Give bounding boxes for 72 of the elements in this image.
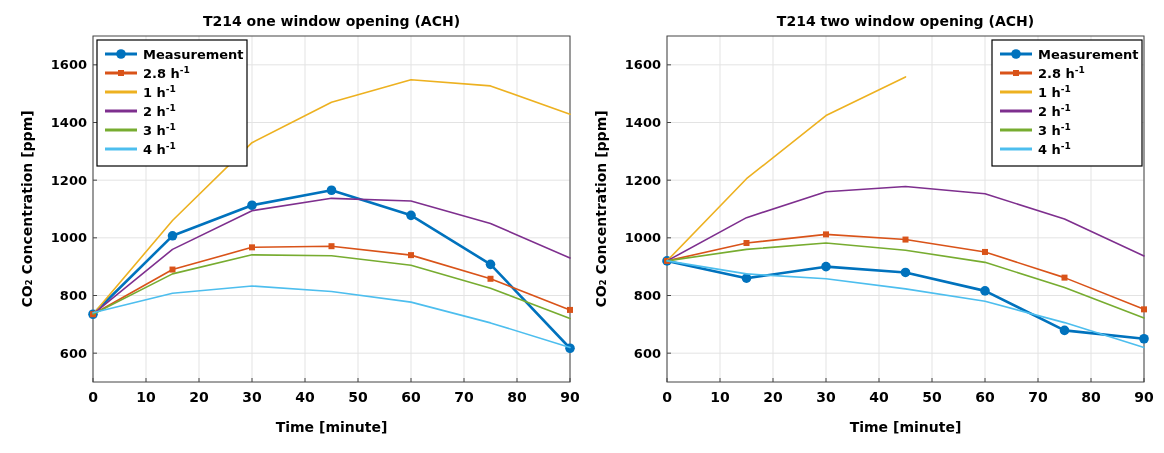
y-tick-label: 1200 (624, 172, 661, 188)
legend-label: 2 h$^{-1}$ (1038, 102, 1071, 119)
y-axis-title: CO₂ Concentration [ppm] (593, 110, 609, 308)
legend-label: 4 h$^{-1}$ (1038, 140, 1071, 157)
point (249, 244, 255, 251)
point (328, 243, 335, 250)
x-tick-label: 20 (189, 389, 209, 405)
point (743, 240, 750, 247)
point (485, 259, 496, 270)
legend-label: 3 h$^{-1}$ (1038, 121, 1071, 138)
y-tick-label: 1400 (50, 115, 87, 131)
point (821, 261, 831, 272)
y-tick-label: 1200 (50, 172, 87, 188)
x-tick-label: 30 (242, 389, 262, 405)
x-tick-label: 50 (922, 389, 942, 405)
x-tick-label: 0 (88, 389, 99, 405)
legend-label: 2 h$^{-1}$ (143, 102, 176, 119)
x-tick-label: 10 (710, 389, 730, 405)
x-tick-label: 40 (869, 389, 889, 405)
chart-title: T214 two window opening (ACH) (776, 13, 1035, 29)
point (247, 200, 257, 211)
point (1141, 306, 1147, 313)
point (408, 252, 414, 259)
x-tick-label: 90 (560, 389, 580, 405)
x-tick-label: 0 (662, 389, 673, 405)
point (1059, 325, 1070, 336)
x-tick-label: 60 (401, 389, 421, 405)
x-tick-label: 70 (454, 389, 474, 405)
point (406, 210, 416, 221)
point (902, 236, 909, 243)
legend-label: 1 h$^{-1}$ (1038, 83, 1071, 100)
legend-label: 4 h$^{-1}$ (143, 140, 176, 157)
x-tick-label: 80 (1081, 389, 1101, 405)
point (900, 267, 911, 278)
x-tick-label: 60 (975, 389, 995, 405)
x-tick-label: 30 (816, 389, 836, 405)
x-tick-label: 80 (507, 389, 527, 405)
legend-label: 2.8 h$^{-1}$ (143, 64, 190, 81)
y-tick-label: 800 (633, 288, 661, 304)
y-tick-label: 800 (59, 288, 87, 304)
x-tick-label: 70 (1028, 389, 1048, 405)
legend-label: 2.8 h$^{-1}$ (1038, 64, 1085, 81)
y-tick-label: 1000 (50, 230, 87, 246)
point (169, 266, 176, 273)
legend-label: 1 h$^{-1}$ (143, 83, 176, 100)
point (1061, 274, 1068, 281)
legend-label: Measurement (1038, 46, 1139, 62)
point (567, 306, 573, 313)
y-tick-label: 1400 (624, 115, 661, 131)
point (487, 275, 494, 282)
chart-title: T214 one window opening (ACH) (202, 13, 461, 29)
y-tick-label: 1600 (50, 57, 87, 73)
x-tick-label: 90 (1134, 389, 1154, 405)
point (1139, 333, 1149, 344)
y-tick-label: 600 (59, 345, 87, 361)
x-tick-label: 40 (295, 389, 315, 405)
point (326, 185, 337, 196)
x-axis-title: Time [minute] (849, 419, 962, 435)
y-axis-title: CO₂ Concentration [ppm] (19, 110, 35, 308)
legend-label: 3 h$^{-1}$ (143, 121, 176, 138)
y-tick-label: 1000 (624, 230, 661, 246)
y-tick-label: 600 (633, 345, 661, 361)
y-tick-label: 1600 (624, 57, 661, 73)
point (982, 248, 988, 255)
point (980, 286, 990, 296)
x-tick-label: 20 (763, 389, 783, 405)
x-tick-label: 10 (136, 389, 156, 405)
x-tick-label: 50 (348, 389, 368, 405)
x-axis-title: Time [minute] (275, 419, 388, 435)
legend-label: Measurement (143, 46, 244, 62)
point (167, 231, 178, 241)
point (823, 231, 829, 238)
